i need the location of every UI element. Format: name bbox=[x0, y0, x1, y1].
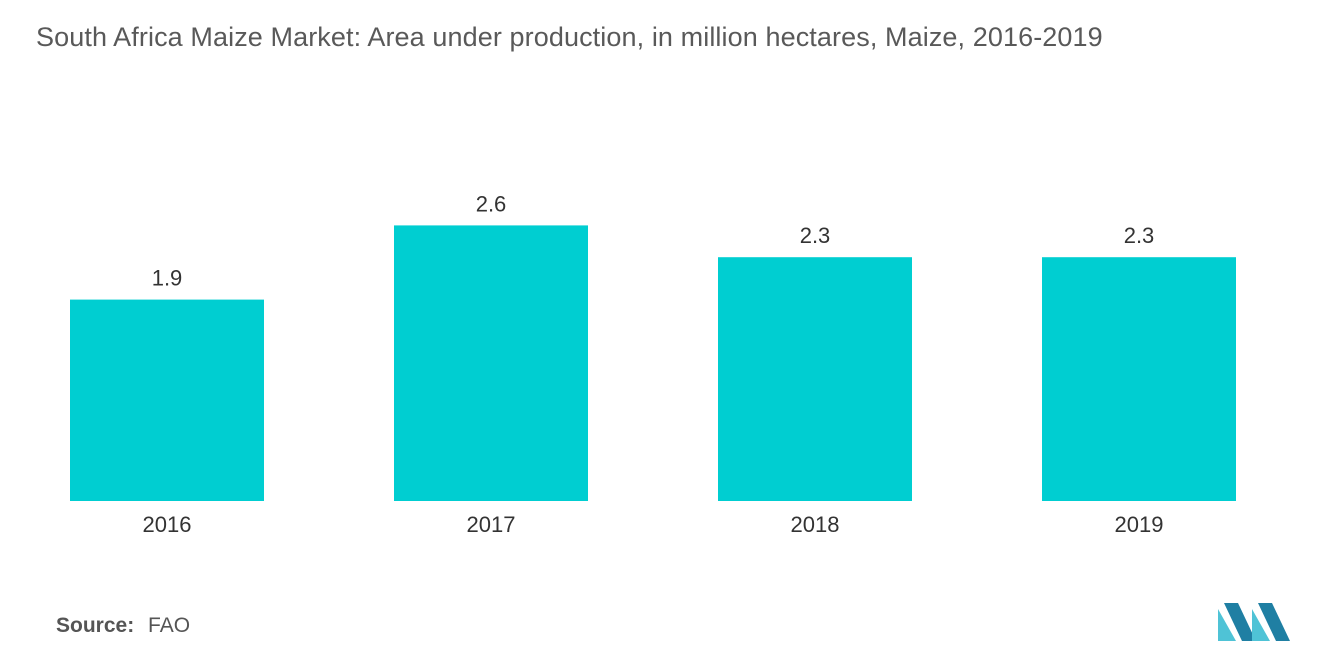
source-value: FAO bbox=[148, 614, 191, 637]
logo-shape-mid-right bbox=[1252, 609, 1270, 641]
logo-shape-mid-left bbox=[1224, 603, 1256, 641]
value-label-2019: 2.3 bbox=[1124, 223, 1155, 248]
logo-shape-right bbox=[1258, 603, 1290, 641]
x-tick-label-2018: 2018 bbox=[791, 512, 840, 537]
chart-title: South Africa Maize Market: Area under pr… bbox=[36, 22, 1103, 52]
logo-shape-left bbox=[1218, 609, 1236, 641]
value-label-2017: 2.6 bbox=[476, 191, 507, 216]
bar-2016 bbox=[70, 299, 264, 501]
bar-2019 bbox=[1042, 257, 1236, 501]
bar-2017 bbox=[394, 225, 588, 501]
value-labels-layer: 1.9 2.6 2.3 2.3 bbox=[152, 191, 1155, 290]
value-label-2018: 2.3 bbox=[800, 223, 831, 248]
x-tick-label-2019: 2019 bbox=[1115, 512, 1164, 537]
source-label: Source: bbox=[56, 614, 135, 637]
x-tick-label-2017: 2017 bbox=[467, 512, 516, 537]
source-note: Source: FAO bbox=[56, 614, 190, 638]
bar-2018 bbox=[718, 257, 912, 501]
x-tick-labels-layer: 2016 2017 2018 2019 bbox=[143, 512, 1164, 537]
company-logo-icon bbox=[1218, 603, 1290, 641]
value-label-2016: 1.9 bbox=[152, 266, 183, 291]
bars-layer bbox=[70, 225, 1236, 501]
x-tick-label-2016: 2016 bbox=[143, 512, 192, 537]
